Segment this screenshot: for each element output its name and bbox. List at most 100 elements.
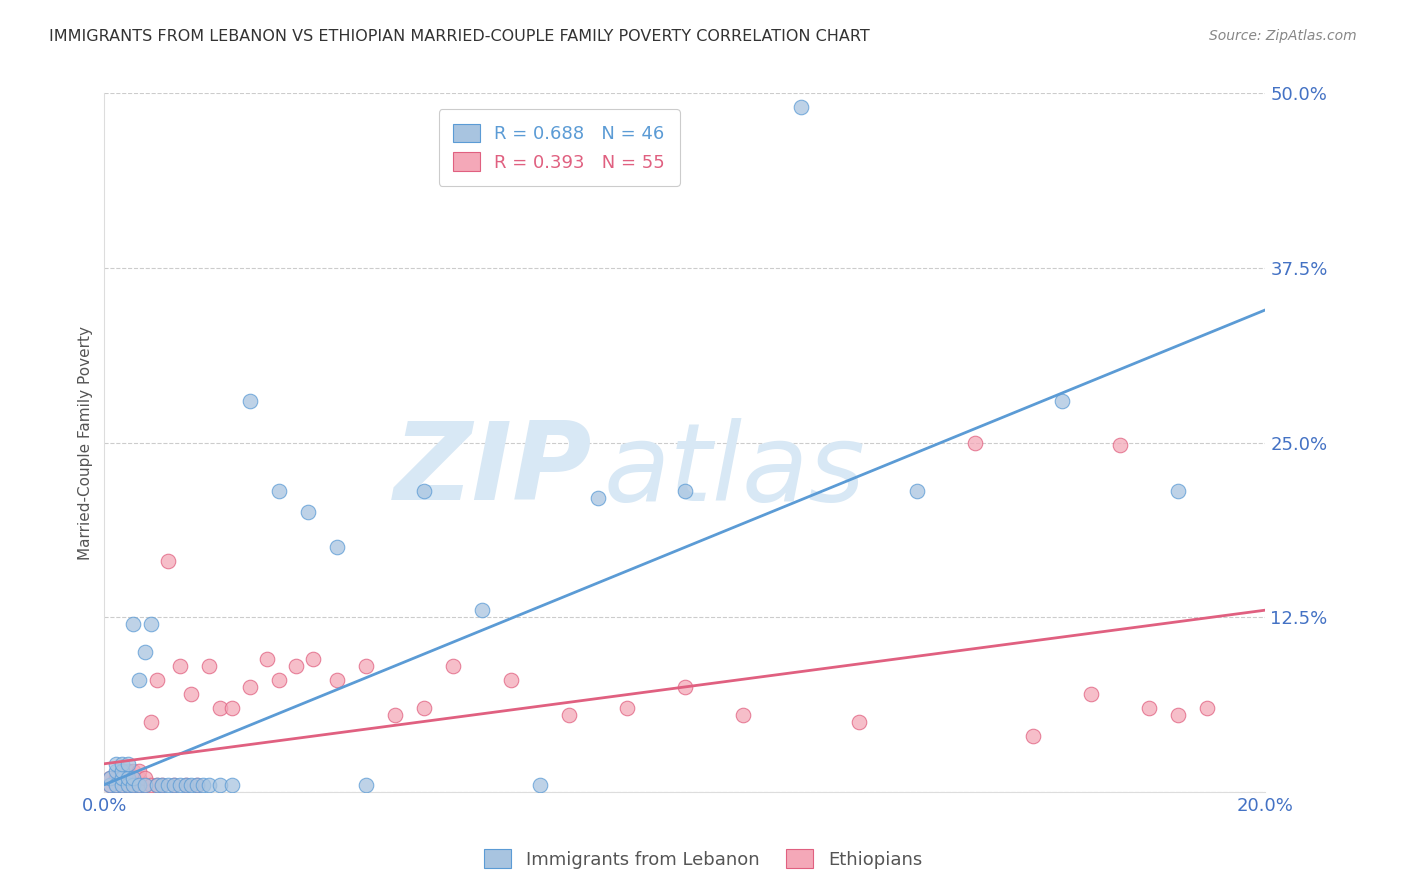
- Point: [302, 652, 325, 666]
- Point: [104, 756, 127, 771]
- Point: [325, 541, 347, 555]
- Point: [98, 771, 121, 785]
- Point: [965, 435, 987, 450]
- Point: [117, 778, 139, 792]
- Point: [139, 778, 162, 792]
- Point: [529, 778, 551, 792]
- Point: [325, 673, 347, 687]
- Legend: R = 0.688   N = 46, R = 0.393   N = 55: R = 0.688 N = 46, R = 0.393 N = 55: [439, 110, 679, 186]
- Point: [1080, 687, 1102, 701]
- Point: [731, 707, 754, 722]
- Point: [169, 659, 191, 673]
- Point: [267, 673, 290, 687]
- Text: IMMIGRANTS FROM LEBANON VS ETHIOPIAN MARRIED-COUPLE FAMILY POVERTY CORRELATION C: IMMIGRANTS FROM LEBANON VS ETHIOPIAN MAR…: [49, 29, 870, 44]
- Point: [111, 764, 134, 778]
- Point: [111, 764, 134, 778]
- Point: [134, 778, 156, 792]
- Point: [267, 484, 290, 499]
- Point: [104, 764, 127, 778]
- Point: [412, 701, 434, 715]
- Point: [905, 484, 928, 499]
- Point: [117, 764, 139, 778]
- Point: [673, 680, 696, 694]
- Point: [1197, 701, 1219, 715]
- Text: Source: ZipAtlas.com: Source: ZipAtlas.com: [1209, 29, 1357, 43]
- Point: [586, 491, 609, 506]
- Point: [145, 778, 167, 792]
- Point: [1167, 484, 1189, 499]
- Point: [145, 778, 167, 792]
- Point: [134, 645, 156, 659]
- Legend: Immigrants from Lebanon, Ethiopians: Immigrants from Lebanon, Ethiopians: [477, 842, 929, 876]
- Point: [209, 778, 232, 792]
- Point: [98, 778, 121, 792]
- Point: [128, 673, 150, 687]
- Point: [790, 100, 813, 114]
- Point: [98, 778, 121, 792]
- Point: [673, 484, 696, 499]
- Point: [1167, 707, 1189, 722]
- Point: [122, 778, 145, 792]
- Point: [117, 771, 139, 785]
- Point: [221, 701, 243, 715]
- Point: [111, 778, 134, 792]
- Point: [209, 701, 232, 715]
- Point: [1109, 438, 1132, 452]
- Point: [128, 764, 150, 778]
- Point: [1052, 393, 1074, 408]
- Point: [157, 554, 180, 568]
- Point: [174, 778, 197, 792]
- Point: [354, 659, 377, 673]
- Point: [848, 714, 870, 729]
- Point: [174, 778, 197, 792]
- Point: [221, 778, 243, 792]
- Point: [139, 617, 162, 632]
- Point: [98, 771, 121, 785]
- Point: [384, 707, 406, 722]
- Point: [412, 484, 434, 499]
- Text: atlas: atlas: [603, 418, 866, 523]
- Text: ZIP: ZIP: [394, 417, 592, 524]
- Point: [111, 771, 134, 785]
- Point: [191, 778, 214, 792]
- Point: [238, 393, 260, 408]
- Point: [441, 659, 464, 673]
- Point: [157, 778, 180, 792]
- Point: [152, 778, 174, 792]
- Point: [122, 764, 145, 778]
- Point: [104, 778, 127, 792]
- Point: [104, 771, 127, 785]
- Point: [117, 756, 139, 771]
- Point: [128, 778, 150, 792]
- Point: [354, 778, 377, 792]
- Point: [145, 673, 167, 687]
- Point: [122, 617, 145, 632]
- Point: [297, 505, 319, 519]
- Point: [128, 778, 150, 792]
- Point: [111, 756, 134, 771]
- Point: [152, 778, 174, 792]
- Point: [256, 652, 278, 666]
- Point: [1022, 729, 1045, 743]
- Point: [285, 659, 308, 673]
- Point: [1137, 701, 1160, 715]
- Point: [122, 778, 145, 792]
- Point: [499, 673, 522, 687]
- Point: [139, 714, 162, 729]
- Point: [134, 778, 156, 792]
- Point: [616, 701, 638, 715]
- Point: [198, 659, 221, 673]
- Point: [117, 771, 139, 785]
- Point: [186, 778, 208, 792]
- Point: [198, 778, 221, 792]
- Y-axis label: Married-Couple Family Poverty: Married-Couple Family Poverty: [79, 326, 93, 559]
- Point: [134, 771, 156, 785]
- Point: [180, 687, 202, 701]
- Point: [186, 778, 208, 792]
- Point: [163, 778, 186, 792]
- Point: [238, 680, 260, 694]
- Point: [471, 603, 494, 617]
- Point: [122, 771, 145, 785]
- Point: [128, 771, 150, 785]
- Point: [169, 778, 191, 792]
